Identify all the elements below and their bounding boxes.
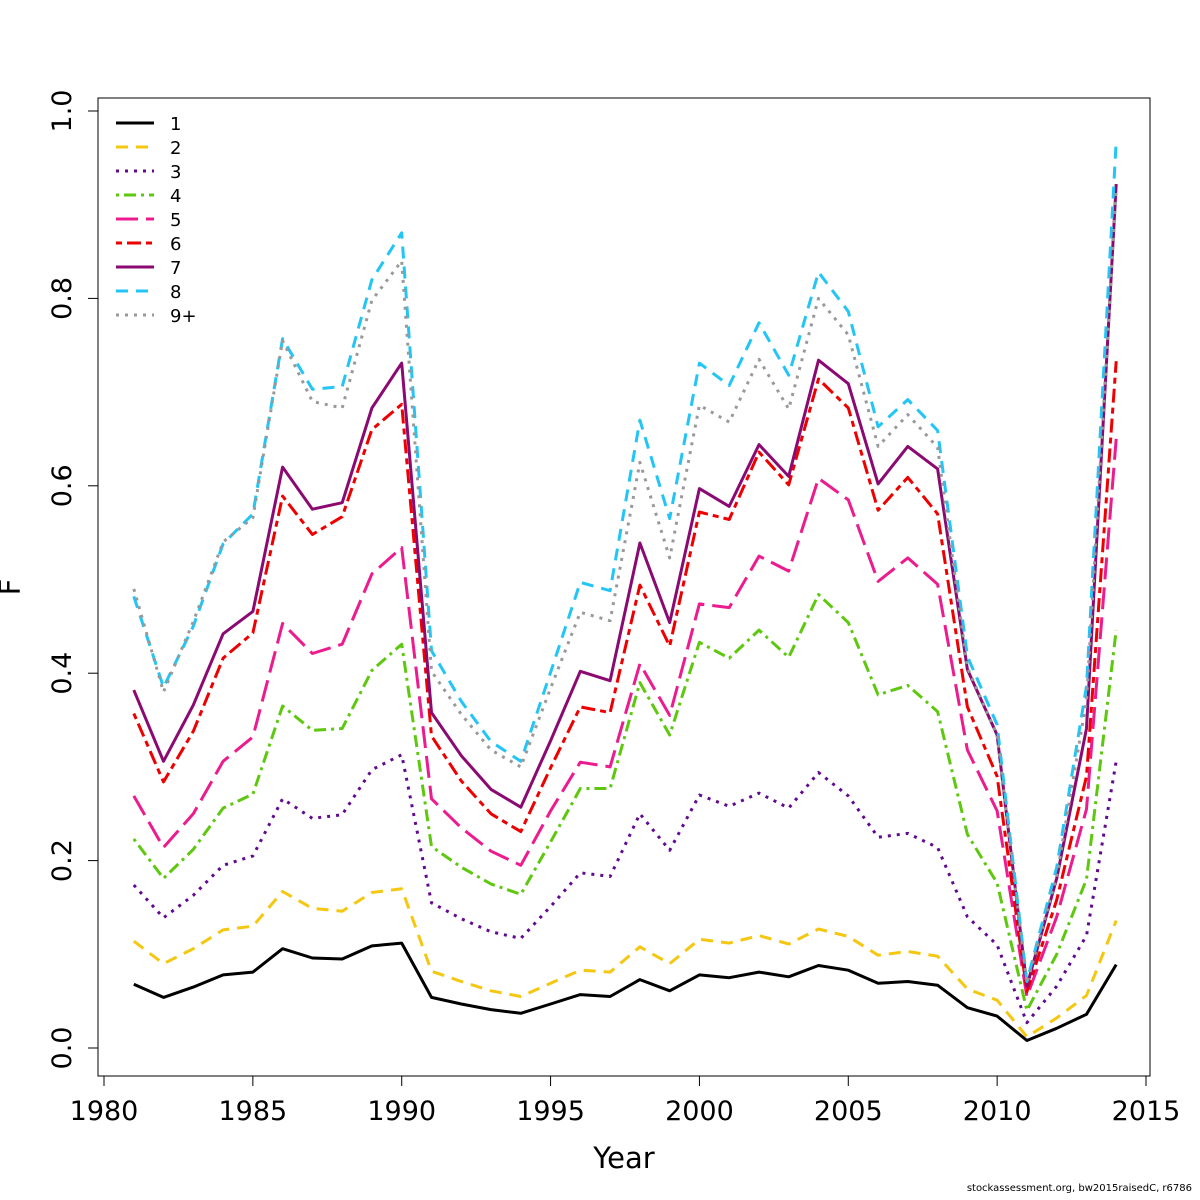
legend-label: 1 — [170, 114, 181, 135]
y-tick-label: 1.0 — [47, 90, 78, 133]
x-tick-label: 1990 — [367, 1096, 436, 1127]
x-tick-label: 2000 — [665, 1096, 734, 1127]
series-line-2 — [132, 887, 1118, 1039]
x-axis-title: Year — [592, 1141, 654, 1175]
legend-label: 8 — [170, 282, 181, 303]
x-tick-label: 2010 — [963, 1096, 1032, 1127]
legend-label: 7 — [170, 258, 181, 279]
series-line-8 — [132, 140, 1118, 983]
y-tick-label: 0.2 — [47, 839, 78, 882]
y-axis: 0.0 0.2 0.4 0.6 0.8 1.0 — [47, 90, 99, 1070]
series-line-9plus — [132, 190, 1118, 985]
legend-label: 6 — [170, 234, 181, 255]
series-line-6 — [132, 361, 1118, 994]
legend-label: 4 — [170, 186, 181, 207]
series-layer — [132, 140, 1118, 1042]
x-tick-label: 2015 — [1112, 1096, 1181, 1127]
y-tick-label: 0.0 — [47, 1027, 78, 1070]
plot-frame — [97, 97, 1151, 1077]
x-tick-label: 1985 — [218, 1096, 287, 1127]
credit-text: stockassessment.org, bw2015raisedC, r678… — [966, 1183, 1192, 1194]
series-line-5 — [132, 438, 1118, 998]
legend-label: 2 — [170, 138, 181, 159]
y-tick-label: 0.8 — [47, 277, 78, 320]
x-tick-label: 1995 — [516, 1096, 585, 1127]
x-tick-label: 1980 — [70, 1096, 139, 1127]
y-tick-label: 0.6 — [47, 464, 78, 507]
y-axis-title: F — [0, 579, 27, 596]
y-tick-label: 0.4 — [47, 652, 78, 695]
legend-label: 5 — [170, 210, 181, 231]
series-line-7 — [132, 184, 1118, 988]
series-line-4 — [132, 593, 1118, 1012]
series-line-1 — [133, 941, 1118, 1042]
legend-label: 9+ — [170, 306, 197, 327]
x-axis: 1980 1985 1990 1995 2000 2005 2010 2015 — [70, 1075, 1181, 1127]
x-tick-label: 2005 — [814, 1096, 883, 1127]
series-line-3 — [132, 753, 1118, 1025]
legend: 1 2 3 4 5 6 7 8 9+ — [116, 114, 197, 327]
legend-label: 3 — [170, 162, 181, 183]
